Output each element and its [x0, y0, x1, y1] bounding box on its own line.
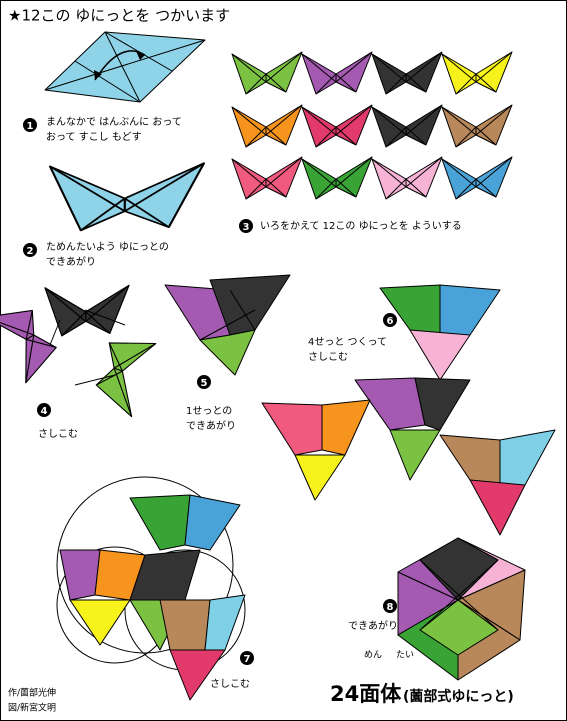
- step-text: できあがり: [46, 255, 96, 268]
- step8-figure: [397, 537, 526, 681]
- step-number: 7: [244, 654, 251, 665]
- result-name: 24面体: [330, 682, 402, 706]
- step-number: 4: [41, 406, 48, 417]
- step-badge: [197, 375, 211, 389]
- step-number: 6: [387, 316, 394, 327]
- step-number: 3: [243, 222, 250, 233]
- step-text: さしこむ: [308, 351, 348, 363]
- step4-figure: [0, 284, 159, 418]
- step-badge: [240, 651, 254, 665]
- title: ★12この ゆにっとを つかいます: [8, 7, 230, 25]
- step-number: 2: [27, 246, 34, 257]
- step5-figure: [164, 274, 291, 376]
- step-badge: [239, 219, 253, 233]
- step-badge: [383, 599, 397, 613]
- ruby: たい: [396, 650, 414, 661]
- step1-figure: [44, 31, 206, 103]
- step-badge: [383, 313, 397, 327]
- step-number: 1: [27, 121, 34, 132]
- step-badge: [23, 243, 37, 257]
- step-text: 4せっと つくって: [308, 336, 387, 348]
- step-text: できあがり: [186, 419, 236, 432]
- step7-figure: [56, 476, 246, 701]
- credit: 図/新宮文明: [8, 702, 56, 714]
- ruby: めん: [364, 650, 382, 661]
- step-text: いろをかえて 12この ゆにっとを よういする: [260, 220, 462, 232]
- step-text: さしこむ: [38, 428, 78, 440]
- step-text: さしこむ: [210, 678, 250, 690]
- step6-figure: [261, 284, 556, 536]
- step-number: 8: [387, 602, 394, 613]
- credit: 作/薗部光伸: [8, 687, 56, 699]
- step-number: 5: [201, 378, 208, 389]
- step-badge: [37, 403, 51, 417]
- step-text: まんなかで はんぶんに おって: [46, 116, 182, 128]
- step-text: できあがり: [348, 619, 398, 632]
- step-text: 1せっとの: [186, 405, 232, 417]
- step-text: ためんたいよう ゆにっとの: [46, 241, 169, 253]
- result-subtitle: (薗部式ゆにっと): [403, 688, 514, 705]
- step-badge: [23, 118, 37, 132]
- step-text: おって すこし もどす: [46, 131, 142, 143]
